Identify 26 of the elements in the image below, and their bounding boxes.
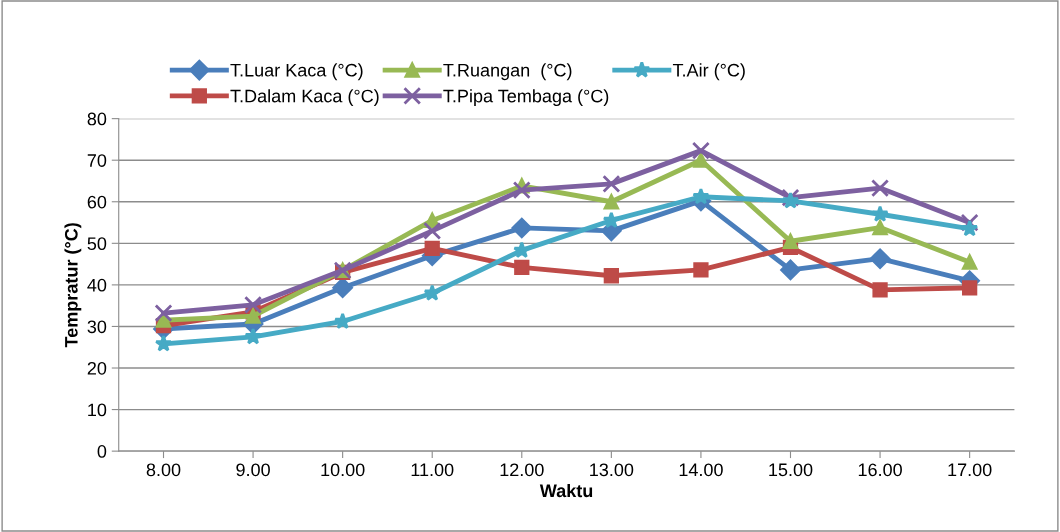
- x-tick-label: 15.00: [769, 463, 813, 477]
- legend-label: T.Air (°C): [672, 63, 745, 81]
- x-tick-label: 10.00: [321, 463, 365, 477]
- y-tick-label: 50: [87, 237, 107, 251]
- y-tick-label: 80: [87, 112, 107, 126]
- x-tick-label: 8.00: [146, 463, 181, 477]
- y-tick-label: 30: [87, 320, 107, 334]
- legend-label: T.Dalam Kaca (°C): [230, 89, 379, 106]
- y-tick-label: 40: [87, 278, 107, 292]
- y-tick-label: 20: [87, 361, 107, 375]
- x-tick-label: 9.00: [236, 463, 270, 477]
- legend-label: T.Ruangan (°C): [443, 63, 572, 81]
- x-tick-label: 14.00: [679, 463, 723, 477]
- x-axis-title: Waktu: [539, 483, 593, 498]
- legend-label: T.Luar Kaca (°C): [230, 63, 363, 81]
- x-tick-label: 13.00: [590, 463, 634, 477]
- y-axis-title: Tempratur (°C): [64, 223, 82, 348]
- y-tick-label: 60: [87, 195, 107, 209]
- x-tick-label: 12.00: [500, 463, 544, 477]
- y-tick-label: 70: [87, 154, 107, 167]
- x-tick-label: 11.00: [411, 463, 454, 477]
- x-tick-label: 16.00: [858, 463, 902, 477]
- x-tick-label: 17.00: [948, 463, 992, 477]
- y-tick-label: 0: [97, 445, 107, 458]
- y-tick-label: 10: [88, 403, 107, 417]
- legend-label: T.Pipa Tembaga (°C): [443, 89, 609, 106]
